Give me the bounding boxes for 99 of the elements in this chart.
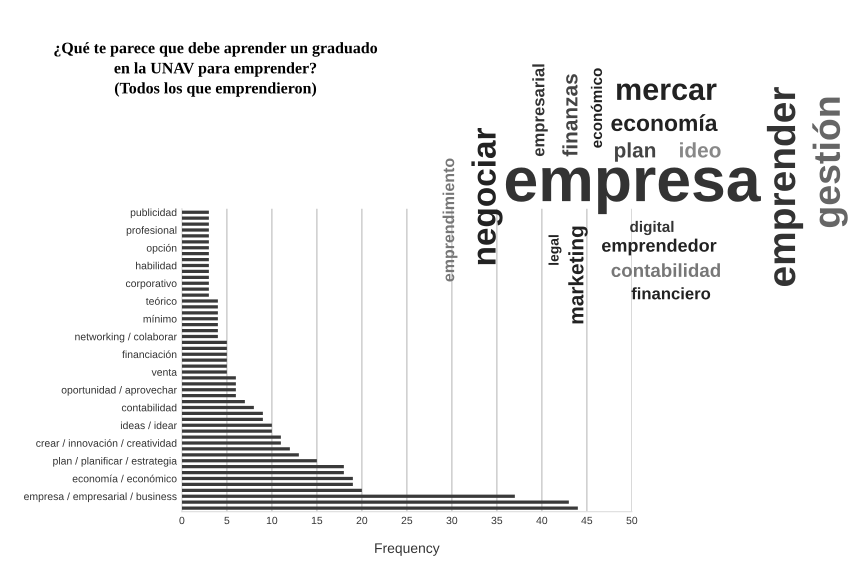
- y-tick-label: profesional: [126, 226, 176, 236]
- bar: [182, 376, 236, 380]
- annotation: marketing: [568, 226, 588, 324]
- annotation: emprendedor: [602, 238, 716, 256]
- text: emprender: [766, 87, 804, 286]
- y-tick-label: economía / económico: [72, 474, 177, 482]
- x-tick-label: 15: [312, 516, 322, 524]
- y-tick-label: opción: [146, 244, 176, 254]
- y-tick-label: financiación: [122, 350, 176, 358]
- bar: [182, 222, 209, 226]
- bar: [182, 447, 290, 451]
- y-tick-label: corporativo: [126, 279, 177, 290]
- x-tick-label: 45: [581, 516, 592, 524]
- bar: [182, 311, 218, 314]
- x-tick-label: 25: [402, 516, 412, 524]
- bar: [182, 406, 254, 410]
- bar: [182, 465, 344, 468]
- bar: [182, 388, 236, 392]
- bar: [182, 276, 209, 279]
- bar: [182, 293, 209, 297]
- chart-title: ¿Qué te parece que debe aprender un graduado en la UNAV para emprender? (Todos los que emprendieron): [54, 42, 378, 97]
- bar: [182, 258, 209, 262]
- bar: [182, 482, 353, 486]
- text: gestión: [812, 98, 848, 228]
- annotation: financiero: [631, 287, 710, 300]
- bar: [182, 352, 227, 356]
- y-tick-label: teórico: [146, 297, 177, 305]
- annotation: empresa: [506, 167, 761, 214]
- text: económico: [590, 68, 602, 148]
- bar: [182, 506, 578, 510]
- bar: [182, 334, 218, 338]
- y-tick-label: plan / planificar / estrategia: [53, 456, 178, 467]
- bar: [182, 323, 218, 326]
- bar: [182, 299, 218, 303]
- bar: [182, 364, 227, 368]
- bar: [182, 370, 227, 374]
- bar: [182, 382, 236, 386]
- bar: [182, 476, 353, 480]
- bar: [182, 400, 245, 404]
- y-tick-label: publicidad: [130, 208, 176, 218]
- x-tick-label: 5: [224, 516, 230, 524]
- bar: [182, 328, 218, 332]
- y-tick-label: networking / colaborar: [75, 332, 177, 342]
- bar: [182, 500, 569, 504]
- x-tick-label: 50: [626, 516, 638, 524]
- bar: [182, 210, 209, 214]
- bar: [182, 488, 362, 492]
- bar: [182, 270, 209, 274]
- y-tick-label: empresa / empresarial / business: [24, 492, 177, 502]
- bar: [182, 216, 209, 220]
- bar: [182, 394, 236, 398]
- text: plan: [614, 142, 656, 162]
- x-tick-label: 40: [536, 516, 548, 524]
- x-tick-label: 10: [266, 516, 278, 524]
- annotation: emprendimiento: [442, 158, 458, 282]
- annotation: negociar: [471, 128, 503, 264]
- bar: [182, 435, 281, 439]
- x-tick-label: 35: [491, 516, 502, 524]
- bar: [182, 418, 263, 421]
- bar: [182, 470, 344, 474]
- y-tick-label: oportunidad / aprovechar: [62, 386, 177, 396]
- bar: [182, 305, 218, 309]
- x-tick-label: 0: [179, 516, 184, 524]
- bar: [182, 346, 227, 350]
- text: empresarial: [532, 64, 548, 156]
- bar: [182, 430, 272, 433]
- text: finanzas: [562, 74, 578, 156]
- bar: [182, 317, 218, 320]
- x-tick-label: 30: [446, 516, 458, 524]
- bar: [182, 252, 209, 256]
- annotation: legal: [548, 235, 562, 265]
- annotation: digital: [630, 220, 674, 236]
- bar: [182, 441, 281, 445]
- bar: [182, 246, 209, 250]
- bar: [182, 494, 515, 498]
- bar: [182, 358, 227, 362]
- bar: [182, 340, 227, 344]
- x-tick-label: 20: [356, 516, 368, 524]
- annotation: contabilidad: [612, 263, 720, 278]
- y-tick-label: ideas / idear: [120, 421, 177, 430]
- bar: [182, 264, 209, 268]
- bar: [182, 288, 209, 291]
- bar: [182, 459, 317, 462]
- text: mercar: [617, 83, 717, 100]
- text: ideo: [680, 142, 721, 158]
- y-tick-label: habilidad: [136, 262, 176, 270]
- x-axis-title: Frequency: [375, 543, 440, 556]
- bar: [182, 240, 209, 244]
- y-tick-label: crear / innovación / creatividad: [36, 439, 176, 447]
- y-tick-label: venta: [152, 369, 178, 376]
- bar: [182, 412, 263, 416]
- bar: [182, 234, 209, 238]
- bar: [182, 282, 209, 285]
- y-tick-label: mínimo: [144, 314, 177, 323]
- bar: [182, 453, 299, 456]
- bar: [182, 228, 209, 232]
- bar: [182, 424, 272, 427]
- text: economía: [611, 114, 718, 132]
- y-tick-label: contabilidad: [122, 404, 176, 412]
